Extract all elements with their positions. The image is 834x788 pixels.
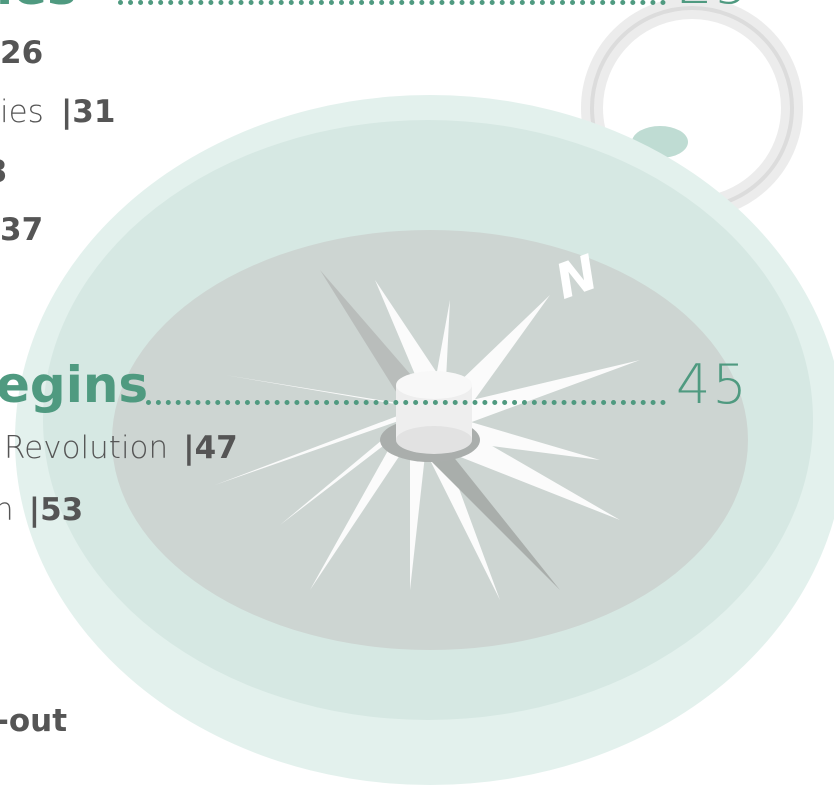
entry-page: 37 <box>0 215 43 246</box>
entry-page: |53 <box>29 492 83 528</box>
leader-dots <box>118 0 666 5</box>
entry-text: Revolution <box>4 430 168 466</box>
pivot-top <box>396 371 472 399</box>
section-title: ies <box>0 0 77 12</box>
section-page: 45 <box>676 358 749 412</box>
entry-text: ies <box>0 94 44 130</box>
entry-page: 3 <box>0 157 8 188</box>
entry: ies |31 <box>0 97 115 128</box>
entry-page: |31 <box>61 94 115 130</box>
section-title: egins <box>0 360 148 410</box>
leader-dots <box>146 400 666 405</box>
trailing-entry: -out <box>0 706 67 737</box>
entry: Revolution |47 <box>4 433 238 464</box>
entry-page: |47 <box>183 430 237 466</box>
entry-text: n <box>0 492 14 528</box>
pivot-base <box>396 426 472 454</box>
page: N ies 25 26 ies |31 3 37 egins 45 Revolu… <box>0 0 834 788</box>
section-page: 25 <box>678 0 751 12</box>
entry-page: 26 <box>0 38 43 69</box>
entry: n |53 <box>0 495 83 526</box>
